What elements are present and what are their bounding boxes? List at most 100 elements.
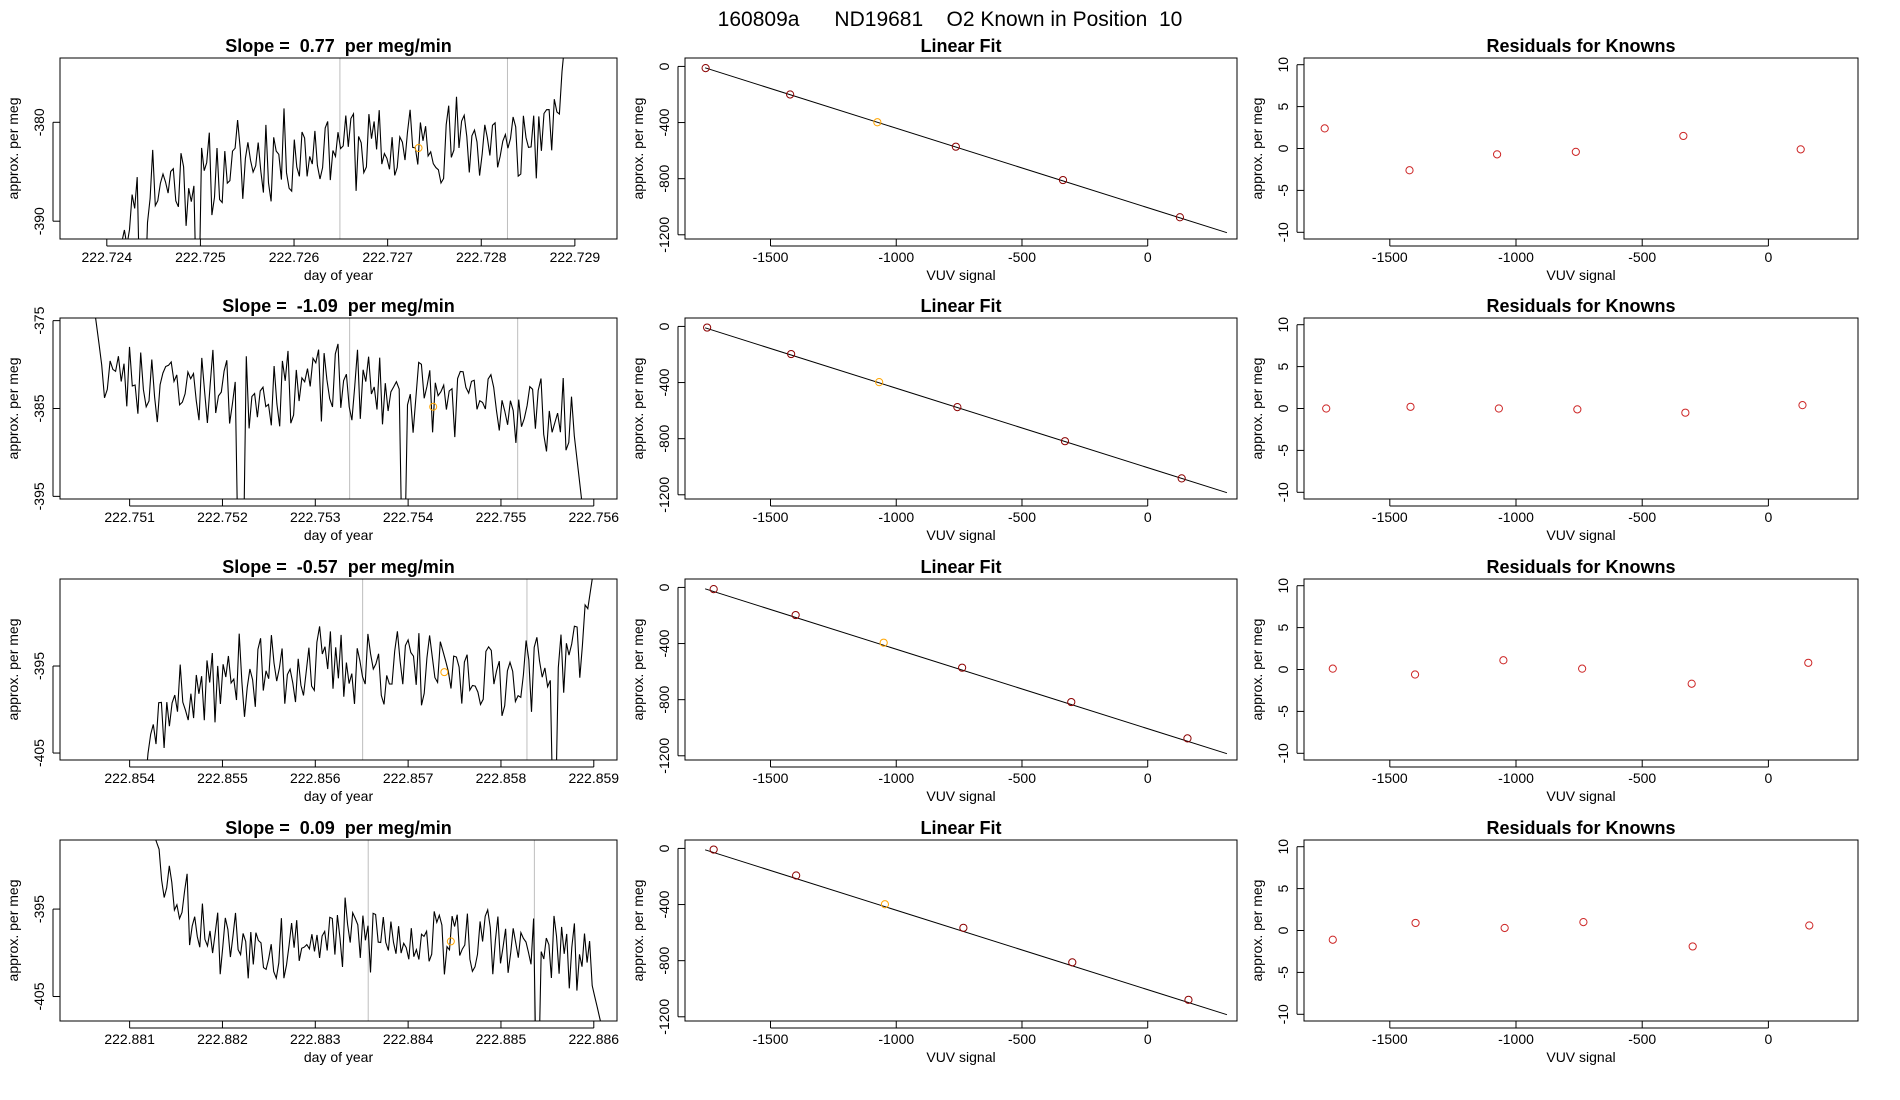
y-axis-label: approx. per meg	[1249, 619, 1265, 721]
residual-point	[1492, 150, 1502, 159]
known-point-marker	[440, 668, 449, 677]
y-axis-label: approx. per meg	[1249, 880, 1265, 982]
panel-r1-c2: Linear Fit VUV signal approx. per meg -1500…	[630, 36, 1238, 283]
y-tick-label: -395	[31, 895, 47, 923]
fit-point	[1058, 175, 1068, 185]
plot-area	[701, 64, 1228, 234]
fit-point	[1060, 437, 1070, 446]
y-tick-label: -400	[656, 629, 672, 657]
y-tick-label: 0	[656, 322, 672, 330]
y-tick-label: 0	[1275, 665, 1291, 673]
residual-point	[1578, 664, 1587, 673]
plot-frame	[1303, 839, 1859, 1022]
x-tick-label: -1000	[878, 1031, 914, 1047]
fit-point	[701, 64, 710, 73]
plot-frame	[684, 578, 1238, 761]
panel-title: Linear Fit	[920, 296, 1001, 316]
plot-area	[703, 323, 1228, 494]
y-tick-label: 0	[656, 844, 672, 852]
x-tick-label: 222.881	[104, 1031, 155, 1047]
y-tick-label: -800	[656, 685, 672, 713]
y-tick-label: 0	[656, 62, 672, 70]
x-tick-label: 222.727	[362, 249, 413, 265]
x-axis-label: day of year	[304, 788, 374, 804]
panel-r1-c1: Slope = 0.77 per meg/min day of year appro…	[5, 36, 618, 283]
y-axis-label: approx. per meg	[1249, 98, 1265, 200]
panel-title: Linear Fit	[920, 36, 1001, 56]
y-tick-label: -800	[656, 424, 672, 452]
y-tick-label: 5	[1275, 103, 1291, 111]
plot-area	[704, 845, 1228, 1016]
residual-point	[1499, 656, 1508, 665]
fit-point	[703, 323, 712, 332]
panel-title: Residuals for Knowns	[1486, 296, 1675, 316]
panel-title: Slope = -0.57 per meg/min	[222, 557, 455, 577]
x-axis-label: day of year	[304, 267, 374, 283]
known-fit-point	[875, 378, 884, 387]
plot-frame	[59, 578, 618, 761]
x-axis-label: VUV signal	[926, 1049, 995, 1065]
data-trace-line	[121, 58, 564, 239]
x-tick-label: 222.859	[568, 770, 619, 786]
panel-r3-c3: Residuals for Knowns VUV signal approx. pe…	[1249, 557, 1859, 804]
y-tick-label: -10	[1275, 482, 1291, 502]
x-tick-label: 222.752	[197, 509, 248, 525]
fit-point	[709, 585, 718, 594]
x-tick-label: 222.726	[269, 249, 320, 265]
x-tick-label: 0	[1765, 770, 1773, 786]
x-tick-label: -1500	[753, 509, 789, 525]
x-tick-label: -500	[1008, 1031, 1036, 1047]
x-tick-label: 222.855	[197, 770, 248, 786]
x-tick-label: 222.858	[476, 770, 527, 786]
panels-grid: Slope = 0.77 per meg/min day of year appro…	[5, 36, 1859, 1065]
x-tick-label: -500	[1628, 249, 1656, 265]
plot-frame	[59, 317, 618, 500]
x-tick-label: 222.729	[550, 249, 601, 265]
y-tick-label: -375	[31, 306, 47, 334]
x-tick-label: -500	[1008, 770, 1036, 786]
x-tick-label: -1000	[1498, 249, 1534, 265]
x-tick-label: -1000	[878, 770, 914, 786]
known-fit-point	[879, 638, 888, 647]
y-tick-label: -1200	[656, 738, 672, 774]
residual-point	[1571, 147, 1580, 156]
y-tick-label: -1200	[656, 217, 672, 253]
residual-point	[1320, 124, 1329, 133]
plot-frame	[59, 839, 618, 1022]
residual-point	[1322, 404, 1331, 413]
y-tick-label: -1200	[656, 999, 672, 1035]
fit-line	[704, 67, 1228, 234]
fit-point	[1177, 474, 1186, 483]
known-fit-point	[880, 900, 890, 909]
y-tick-label: 0	[1275, 926, 1291, 934]
x-axis-label: day of year	[304, 1049, 374, 1065]
fit-point	[786, 90, 795, 99]
fit-point	[953, 402, 962, 412]
panel-title: Slope = 0.77 per meg/min	[225, 36, 452, 56]
residual-point	[1328, 935, 1337, 944]
fit-point	[1183, 734, 1192, 743]
x-tick-label: -500	[1008, 249, 1036, 265]
x-tick-label: -1500	[753, 1031, 789, 1047]
x-tick-label: -1500	[1372, 509, 1408, 525]
page-title: 160809a ND19681 O2 Known in Position 10	[718, 8, 1183, 31]
fit-point	[792, 871, 801, 880]
y-tick-label: 0	[1275, 404, 1291, 412]
plot-frame	[1303, 578, 1859, 761]
panel-r2-c1: Slope = -1.09 per meg/min day of year appr…	[5, 296, 619, 543]
x-axis-label: VUV signal	[926, 788, 995, 804]
x-tick-label: -1500	[1372, 249, 1408, 265]
y-tick-label: -5	[1275, 705, 1291, 718]
fit-point	[951, 142, 960, 151]
x-tick-label: -1500	[753, 770, 789, 786]
fit-point	[709, 845, 718, 854]
plot-area	[95, 318, 583, 499]
x-axis-label: VUV signal	[926, 527, 995, 543]
y-tick-label: -400	[656, 890, 672, 918]
x-tick-label: 222.728	[456, 249, 507, 265]
fit-point	[787, 349, 796, 359]
y-tick-label: -5	[1275, 444, 1291, 457]
residual-point	[1573, 405, 1582, 414]
y-tick-label: 10	[1275, 317, 1291, 333]
